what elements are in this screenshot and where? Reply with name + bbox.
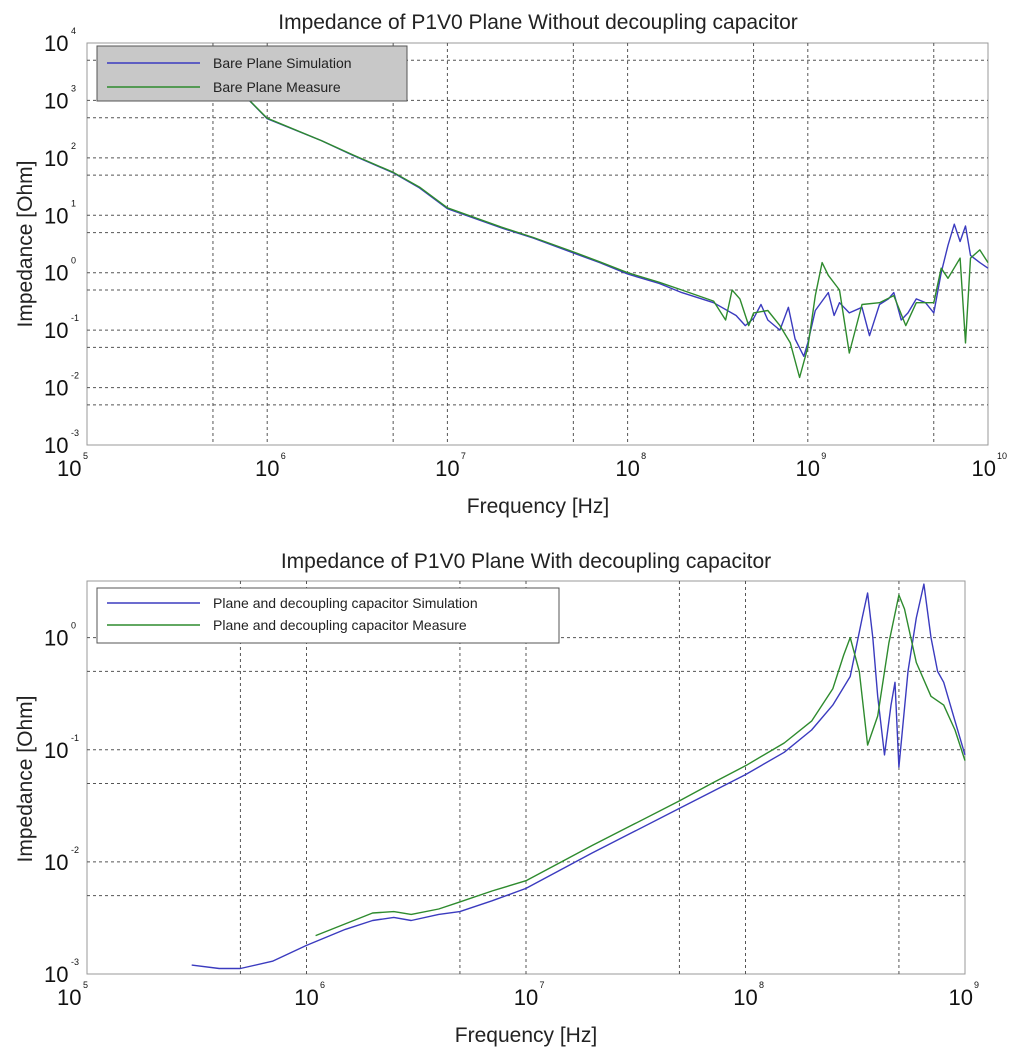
chart-bottom-x-ticks: 10 5 10 6 10 7 10 8 10 9 bbox=[57, 980, 979, 1010]
chart-bottom-series bbox=[191, 583, 966, 970]
chart-top: Impedance of P1V0 Plane Without decoupli… bbox=[14, 11, 1007, 518]
y-tick-exponent: 0 bbox=[71, 621, 76, 631]
x-tick-base: 10 bbox=[435, 456, 459, 481]
x-tick-exponent: 6 bbox=[320, 980, 325, 990]
x-tick-exponent: 7 bbox=[540, 980, 545, 990]
x-tick-label: 10 5 bbox=[57, 451, 88, 481]
x-tick-label: 10 8 bbox=[615, 451, 646, 481]
y-tick-base: 10 bbox=[44, 318, 68, 343]
x-tick-exponent: 8 bbox=[641, 451, 646, 461]
x-tick-exponent: 5 bbox=[83, 451, 88, 461]
y-tick-base: 10 bbox=[44, 850, 68, 875]
chart-top-y-axis-label: Impedance [Ohm] bbox=[14, 161, 37, 328]
chart-bottom-y-axis-label: Impedance [Ohm] bbox=[14, 696, 37, 863]
chart-bottom-title: Impedance of P1V0 Plane With decoupling … bbox=[281, 550, 771, 573]
x-tick-exponent: 8 bbox=[759, 980, 764, 990]
y-tick-label: 10 4 bbox=[44, 26, 76, 56]
x-tick-base: 10 bbox=[972, 456, 996, 481]
y-tick-base: 10 bbox=[44, 626, 68, 651]
chart-top-legend-label-measure: Bare Plane Measure bbox=[213, 79, 341, 95]
y-tick-exponent: 4 bbox=[71, 26, 76, 36]
chart-top-legend: Bare Plane Simulation Bare Plane Measure bbox=[96, 45, 408, 102]
y-tick-base: 10 bbox=[44, 146, 68, 171]
y-tick-exponent: 3 bbox=[71, 83, 76, 93]
x-tick-exponent: 9 bbox=[821, 451, 826, 461]
y-tick-exponent: -2 bbox=[71, 845, 79, 855]
x-tick-label: 10 6 bbox=[255, 451, 286, 481]
x-tick-exponent: 5 bbox=[83, 980, 88, 990]
y-tick-base: 10 bbox=[44, 376, 68, 401]
y-tick-base: 10 bbox=[44, 88, 68, 113]
y-tick-exponent: -2 bbox=[71, 371, 79, 381]
y-tick-exponent: -1 bbox=[71, 733, 79, 743]
y-tick-exponent: 0 bbox=[71, 256, 76, 266]
y-tick-base: 10 bbox=[44, 433, 68, 458]
x-tick-exponent: 7 bbox=[461, 451, 466, 461]
y-tick-exponent: -1 bbox=[71, 313, 79, 323]
chart-bottom-legend-label-measure: Plane and decoupling capacitor Measure bbox=[213, 617, 467, 633]
y-tick-label: 10 -2 bbox=[44, 845, 79, 875]
x-tick-label: 10 7 bbox=[514, 980, 545, 1010]
chart-top-x-axis-label: Frequency [Hz] bbox=[467, 495, 609, 518]
chart-top-x-ticks: 10 5 10 6 10 7 10 8 10 9 10 10 bbox=[57, 451, 1007, 481]
y-tick-exponent: 2 bbox=[71, 141, 76, 151]
y-tick-label: 10 2 bbox=[44, 141, 76, 171]
y-tick-base: 10 bbox=[44, 261, 68, 286]
x-tick-base: 10 bbox=[294, 985, 318, 1010]
y-tick-label: 10 -1 bbox=[44, 313, 79, 343]
y-tick-label: 10 0 bbox=[44, 621, 76, 651]
x-tick-exponent: 10 bbox=[997, 451, 1007, 461]
chart-bottom: Impedance of P1V0 Plane With decoupling … bbox=[14, 550, 979, 1047]
x-tick-base: 10 bbox=[615, 456, 639, 481]
series-line-simulation bbox=[177, 62, 989, 357]
x-tick-label: 10 9 bbox=[796, 451, 827, 481]
x-tick-base: 10 bbox=[949, 985, 973, 1010]
y-tick-label: 10 -3 bbox=[44, 957, 79, 987]
x-tick-label: 10 6 bbox=[294, 980, 325, 1010]
x-tick-base: 10 bbox=[514, 985, 538, 1010]
y-tick-base: 10 bbox=[44, 203, 68, 228]
y-tick-label: 10 1 bbox=[44, 198, 76, 228]
x-tick-base: 10 bbox=[796, 456, 820, 481]
x-tick-base: 10 bbox=[57, 456, 81, 481]
chart-top-grid bbox=[87, 43, 988, 445]
y-tick-label: 10 -3 bbox=[44, 428, 79, 458]
series-line-measure bbox=[315, 594, 966, 937]
chart-bottom-legend-label-simulation: Plane and decoupling capacitor Simulatio… bbox=[213, 595, 478, 611]
y-tick-exponent: -3 bbox=[71, 428, 79, 438]
x-tick-label: 10 5 bbox=[57, 980, 88, 1010]
x-tick-exponent: 6 bbox=[281, 451, 286, 461]
chart-bottom-legend: Plane and decoupling capacitor Simulatio… bbox=[96, 587, 560, 644]
series-line-simulation bbox=[191, 583, 966, 970]
chart-bottom-x-axis-label: Frequency [Hz] bbox=[455, 1024, 597, 1047]
y-tick-exponent: 1 bbox=[71, 198, 76, 208]
chart-top-series bbox=[177, 62, 989, 379]
x-tick-label: 10 10 bbox=[972, 451, 1008, 481]
y-tick-exponent: -3 bbox=[71, 957, 79, 967]
y-tick-label: 10 -2 bbox=[44, 371, 79, 401]
chart-top-legend-label-simulation: Bare Plane Simulation bbox=[213, 55, 352, 71]
x-tick-base: 10 bbox=[57, 985, 81, 1010]
chart-top-title: Impedance of P1V0 Plane Without decoupli… bbox=[278, 11, 798, 34]
y-tick-label: 10 3 bbox=[44, 83, 76, 113]
y-tick-label: 10 0 bbox=[44, 256, 76, 286]
chart-bottom-legend-box bbox=[96, 587, 560, 644]
x-tick-label: 10 9 bbox=[949, 980, 980, 1010]
chart-top-legend-box bbox=[96, 45, 408, 102]
x-tick-base: 10 bbox=[733, 985, 757, 1010]
x-tick-base: 10 bbox=[255, 456, 279, 481]
x-tick-exponent: 9 bbox=[974, 980, 979, 990]
y-tick-base: 10 bbox=[44, 962, 68, 987]
y-tick-label: 10 -1 bbox=[44, 733, 79, 763]
series-line-measure bbox=[177, 62, 989, 379]
x-tick-label: 10 8 bbox=[733, 980, 764, 1010]
y-tick-base: 10 bbox=[44, 31, 68, 56]
y-tick-base: 10 bbox=[44, 738, 68, 763]
x-tick-label: 10 7 bbox=[435, 451, 466, 481]
chart-top-plot-area bbox=[86, 42, 989, 446]
